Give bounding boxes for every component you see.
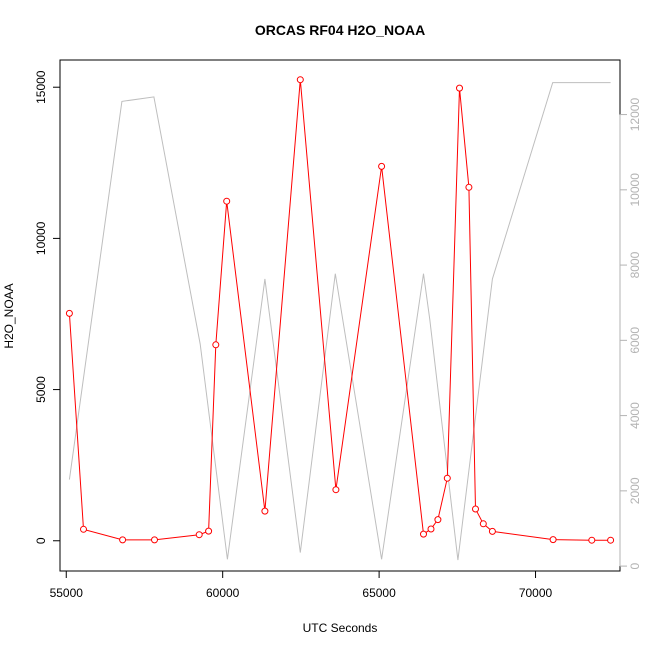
series-right-line [68, 82, 611, 561]
data-point [296, 76, 304, 84]
data-point [479, 520, 487, 528]
y-tick-label: 5000 [34, 376, 48, 403]
data-point [212, 341, 220, 349]
data-point [65, 309, 73, 317]
y2-tick-label: 10000 [628, 173, 642, 207]
data-point [151, 536, 158, 544]
y-axis-label: H2O_NOAA [2, 283, 16, 348]
data-point [332, 486, 340, 494]
y2-tick-label: 12000 [628, 98, 642, 132]
data-point [223, 197, 231, 205]
data-point [472, 505, 479, 513]
data-point [195, 531, 203, 539]
y2-tick-label: 6000 [628, 327, 642, 354]
data-point [443, 474, 451, 482]
y-tick-label: 15000 [34, 70, 48, 104]
data-point [588, 536, 596, 544]
x-tick-label: 65000 [362, 586, 396, 600]
data-point [420, 530, 427, 538]
series-line-0 [68, 79, 611, 541]
data-point [607, 536, 615, 544]
x-axis: 55000 60000 65000 70000 [50, 570, 553, 600]
data-point [261, 507, 269, 515]
data-point [434, 516, 442, 524]
data-point [119, 536, 127, 544]
data-point [456, 84, 463, 92]
x-tick-label: 55000 [50, 586, 84, 600]
y-tick-label: 0 [34, 537, 48, 544]
y2-tick-label: 4000 [628, 402, 642, 429]
data-point [205, 527, 213, 535]
y2-tick-label: 0 [628, 562, 642, 569]
y-tick-label: 10000 [34, 221, 48, 255]
series-left [65, 76, 615, 544]
y2-tick-label: 2000 [628, 477, 642, 504]
data-point [427, 525, 435, 533]
x-axis-label: UTC Seconds [303, 621, 378, 635]
data-point [465, 183, 473, 191]
data-point [488, 527, 496, 535]
x-tick-label: 60000 [206, 586, 240, 600]
y2-tick-label: 8000 [628, 251, 642, 278]
x-tick-label: 70000 [519, 586, 553, 600]
y-axis-left: 0 5000 10000 15000 [34, 70, 61, 544]
data-point [549, 536, 557, 544]
series-line-1 [68, 82, 611, 561]
chart-title: ORCAS RF04 H2O_NOAA [255, 22, 425, 38]
data-point [80, 525, 87, 533]
y-axis-right: 0 2000 4000 6000 8000 10000 12000 [619, 98, 642, 569]
data-point [378, 162, 386, 170]
